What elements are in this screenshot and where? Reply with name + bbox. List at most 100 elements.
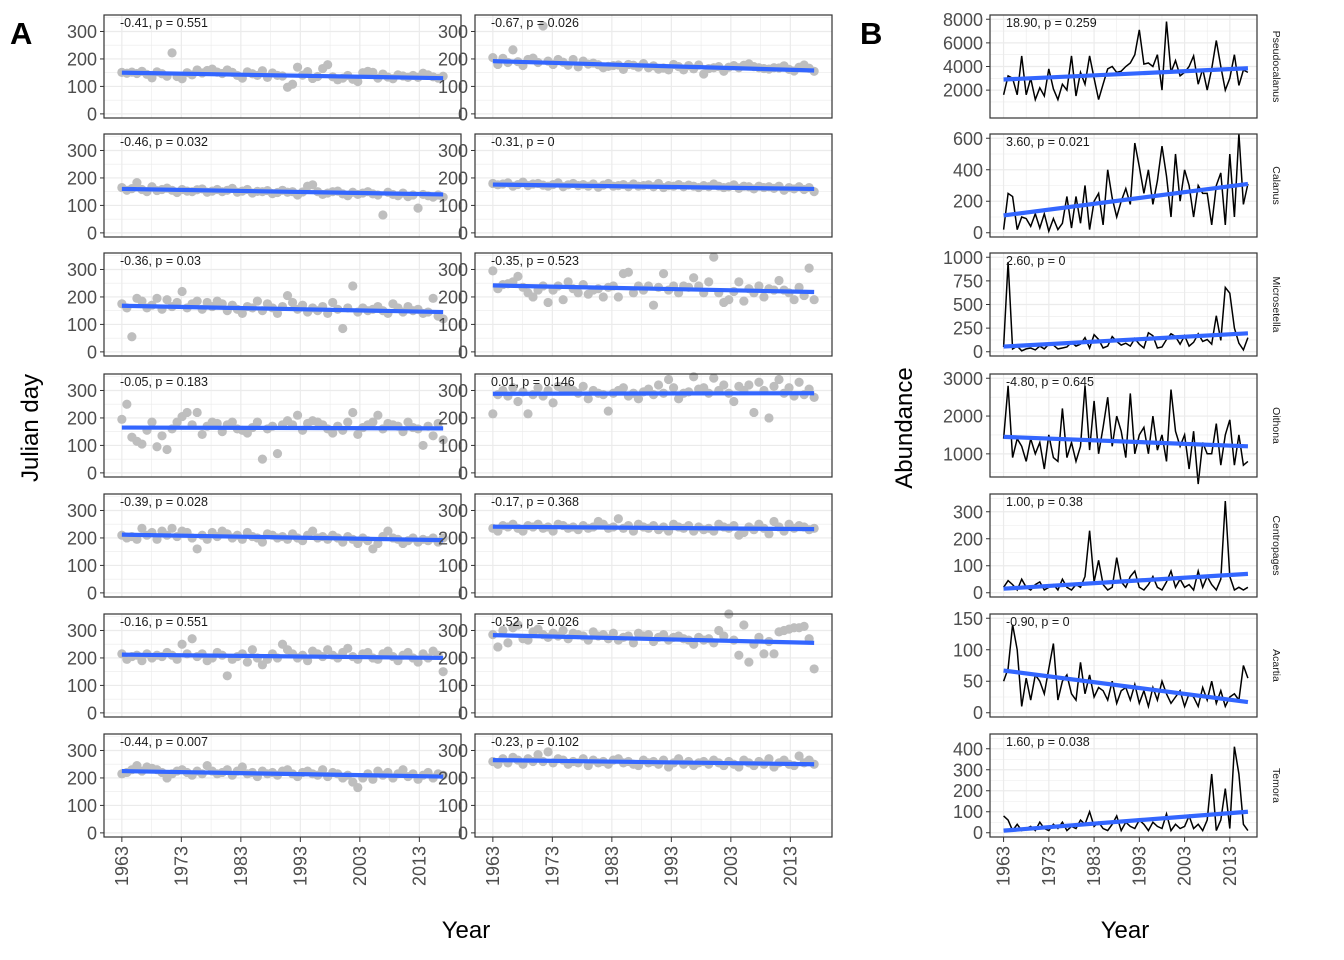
y-tick-label: 100 — [67, 556, 97, 576]
y-tick-label: 100 — [67, 436, 97, 456]
data-point — [704, 277, 714, 287]
data-point — [272, 449, 283, 459]
stat-label: -0.23, p = 0.102 — [491, 735, 579, 749]
y-tick-label: 0 — [458, 104, 468, 124]
panel-A-7-2: 0 100 200 300 -0.23, p = 0.102 1963 1973 1983 19… — [438, 733, 833, 886]
panel-frame — [103, 14, 462, 119]
species-strip-label: Oithona — [1270, 407, 1282, 444]
trend-line — [492, 182, 815, 192]
y-tick-label: 100 — [438, 315, 468, 335]
data-point — [734, 277, 744, 287]
data-point — [734, 650, 744, 660]
data-point — [127, 332, 137, 342]
data-point — [633, 394, 644, 404]
trend-line — [121, 425, 444, 431]
y-tick-label: 0 — [973, 583, 983, 603]
y-tick-label: 300 — [438, 621, 468, 641]
y-tick-label: 100 — [67, 315, 97, 335]
abundance-line — [1002, 21, 1249, 103]
y-tick-label: 100 — [438, 77, 468, 97]
y-tick-label: 100 — [438, 676, 468, 696]
stat-label: -0.41, p = 0.551 — [120, 16, 208, 30]
y-tick-label: 0 — [458, 823, 468, 843]
data-point — [759, 649, 769, 659]
panel-b-letter: B — [860, 16, 882, 51]
stat-label: -4.80, p = 0.645 — [1006, 375, 1094, 389]
data-point — [117, 414, 127, 424]
y-tick-label: 200 — [438, 768, 468, 788]
panel-A-1-1: 0 100 200 300 -0.41, p = 0.551 — [67, 14, 462, 124]
x-tick-label: 1983 — [602, 846, 622, 886]
y-tick-label: 300 — [67, 621, 97, 641]
y-tick-label: 300 — [67, 22, 97, 42]
data-point — [623, 267, 633, 277]
y-tick-label: 3000 — [943, 369, 983, 389]
y-tick-label: 300 — [67, 501, 97, 521]
data-point — [282, 290, 293, 301]
data-point — [368, 417, 378, 427]
y-tick-label: 300 — [67, 741, 97, 761]
data-point — [292, 62, 303, 72]
panel-frame — [989, 493, 1258, 598]
y-tick-label: 0 — [87, 823, 97, 843]
data-point — [513, 271, 523, 281]
data-point — [122, 399, 132, 409]
data-point — [528, 292, 538, 302]
data-point — [222, 671, 232, 681]
data-point — [147, 73, 157, 83]
panel-A-5-2: 0 100 200 300 -0.17, p = 0.368 — [438, 493, 833, 603]
data-point — [152, 293, 162, 303]
panel-A-7-1: 0 100 200 300 -0.44, p = 0.007 1963 1973 1983 19… — [67, 733, 462, 886]
data-point — [513, 396, 523, 407]
y-tick-label: 0 — [87, 223, 97, 243]
data-point — [583, 394, 593, 404]
data-point — [739, 296, 749, 306]
y-tick-label: 300 — [438, 381, 468, 401]
panel-frame — [474, 133, 833, 238]
panel-frame — [474, 14, 833, 119]
data-point — [162, 444, 172, 455]
y-tick-label: 300 — [953, 760, 983, 780]
data-point — [799, 621, 809, 631]
x-tick-label: 2013 — [780, 846, 800, 886]
data-point — [719, 380, 729, 390]
trend-line — [1003, 66, 1249, 82]
data-point — [383, 526, 393, 536]
trend-line — [492, 59, 815, 73]
y-tick-label: 750 — [953, 271, 983, 291]
data-point — [433, 418, 443, 429]
y-tick-label: 8000 — [943, 10, 983, 30]
data-point — [648, 300, 659, 310]
species-strip-label: Pseudocalanus — [1270, 31, 1282, 103]
y-tick-label: 0 — [973, 823, 983, 843]
data-point — [663, 374, 674, 385]
data-point — [533, 750, 543, 760]
panel-frame — [474, 613, 833, 718]
panel-A-5-1: 0 100 200 300 -0.39, p = 0.028 — [67, 493, 462, 603]
y-tick-label: 0 — [973, 703, 983, 723]
data-point — [563, 277, 573, 287]
y-tick-label: 0 — [87, 583, 97, 603]
panel-frame — [474, 493, 833, 598]
panel-B-6: 0 50 100 150 -0.90, p = 0 Acartia — [953, 609, 1282, 723]
stat-label: -0.17, p = 0.368 — [491, 495, 579, 509]
stat-label: -0.67, p = 0.026 — [491, 16, 579, 30]
stat-label: -0.52, p = 0.026 — [491, 615, 579, 629]
data-point — [328, 428, 338, 438]
stat-label: 1.00, p = 0.38 — [1006, 495, 1083, 509]
panel-frame — [989, 613, 1258, 718]
y-tick-label: 4000 — [943, 57, 983, 77]
panel-frame — [103, 133, 462, 238]
species-strip-label: Microsetella — [1270, 276, 1282, 332]
data-point — [794, 751, 804, 761]
species-strip-label: Acartia — [1270, 649, 1282, 682]
panel-A-3-1: 0 100 200 300 -0.36, p = 0.03 — [67, 252, 462, 362]
y-tick-label: 300 — [438, 501, 468, 521]
x-tick-label: 1963 — [994, 846, 1014, 886]
data-point — [187, 634, 197, 644]
y-tick-label: 200 — [67, 49, 97, 69]
data-point — [438, 667, 448, 677]
y-tick-label: 200 — [67, 408, 97, 428]
data-point — [353, 429, 363, 440]
data-point — [292, 410, 303, 420]
